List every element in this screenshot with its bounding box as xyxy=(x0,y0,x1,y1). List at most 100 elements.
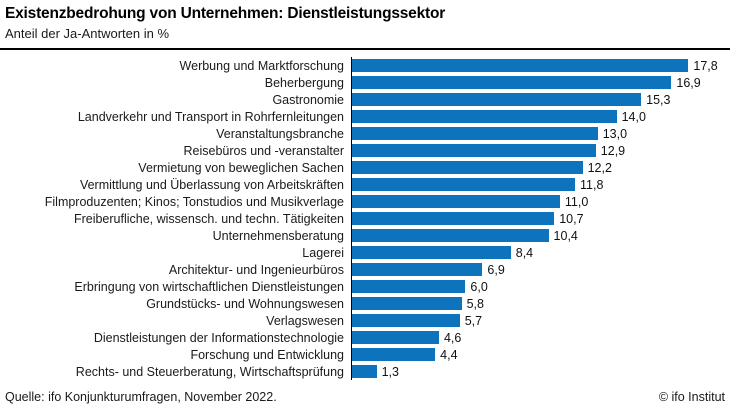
bar-row: Freiberufliche, wissensch. und techn. Tä… xyxy=(0,210,730,227)
value-label: 11,8 xyxy=(580,177,604,192)
value-label: 6,0 xyxy=(470,279,488,294)
bar xyxy=(352,229,549,242)
category-label: Gastronomie xyxy=(272,92,344,107)
bar xyxy=(352,161,583,174)
bar-row: Vermietung von beweglichen Sachen 12,2 xyxy=(0,159,730,176)
bar xyxy=(352,280,466,293)
plot-area: 16,9 xyxy=(351,74,730,91)
bar-row: Gastronomie 15,3 xyxy=(0,91,730,108)
bar-row: Unternehmensberatung 10,4 xyxy=(0,227,730,244)
value-label: 15,3 xyxy=(646,92,671,107)
bar-row: Grundstücks- und Wohnungswesen 5,8 xyxy=(0,295,730,312)
category-label: Unternehmensberatung xyxy=(212,228,344,243)
plot-area: 17,8 xyxy=(351,57,730,74)
plot-area: 12,9 xyxy=(351,142,730,159)
bar-row: Erbringung von wirtschaftlichen Dienstle… xyxy=(0,278,730,295)
bar-row: Filmproduzenten; Kinos; Tonstudios und M… xyxy=(0,193,730,210)
value-label: 10,4 xyxy=(553,228,578,243)
bar-row: Forschung und Entwicklung 4,4 xyxy=(0,346,730,363)
bar-row: Werbung und Marktforschung 17,8 xyxy=(0,57,730,74)
bar xyxy=(352,365,377,378)
bar xyxy=(352,246,511,259)
chart-header: Existenzbedrohung von Unternehmen: Diens… xyxy=(0,0,730,42)
bar xyxy=(352,144,596,157)
category-label: Rechts- und Steuerberatung, Wirtschaftsp… xyxy=(75,364,344,379)
bar xyxy=(352,314,460,327)
bar xyxy=(352,263,483,276)
plot-area: 12,2 xyxy=(351,159,730,176)
value-label: 8,4 xyxy=(515,245,534,260)
bar-row: Rechts- und Steuerberatung, Wirtschaftsp… xyxy=(0,363,730,380)
plot-area: 13,0 xyxy=(351,125,730,142)
value-label: 5,7 xyxy=(464,313,483,328)
plot-area: 5,7 xyxy=(351,312,730,329)
value-label: 13,0 xyxy=(602,126,628,141)
category-label: Reisebüros und -veranstalter xyxy=(183,143,345,158)
value-label: 6,9 xyxy=(487,262,505,277)
category-label: Forschung und Entwicklung xyxy=(190,347,344,362)
bar xyxy=(352,331,439,344)
category-label: Vermietung von beweglichen Sachen xyxy=(138,160,344,175)
plot-area: 4,6 xyxy=(351,329,730,346)
category-label: Grundstücks- und Wohnungswesen xyxy=(146,296,344,311)
plot-area: 1,3 xyxy=(351,363,730,380)
bar-row: Landverkehr und Transport in Rohrfernlei… xyxy=(0,108,730,125)
plot-area: 11,8 xyxy=(351,176,730,193)
bar-row: Veranstaltungsbranche 13,0 xyxy=(0,125,730,142)
value-label: 12,9 xyxy=(600,143,626,158)
plot-area: 8,4 xyxy=(351,244,730,261)
source-note: Quelle: ifo Konjunkturumfragen, November… xyxy=(5,390,277,404)
value-label: 11,0 xyxy=(564,194,589,209)
chart-subtitle: Anteil der Ja-Antworten in % xyxy=(5,26,170,41)
value-label: 10,7 xyxy=(559,211,584,226)
plot-area: 15,3 xyxy=(351,91,730,108)
plot-area: 6,0 xyxy=(351,278,730,295)
bar-row: Verlagswesen 5,7 xyxy=(0,312,730,329)
bar-row: Reisebüros und -veranstalter 12,9 xyxy=(0,142,730,159)
category-label: Lagerei xyxy=(302,245,344,260)
plot-area: 5,8 xyxy=(351,295,730,312)
value-label: 14,0 xyxy=(621,109,646,124)
chart-footer: Quelle: ifo Konjunkturumfragen, November… xyxy=(0,390,730,404)
plot-area: 14,0 xyxy=(351,108,730,125)
bar-row: Architektur- und Ingenieurbüros 6,9 xyxy=(0,261,730,278)
header-divider-rule xyxy=(0,48,730,50)
category-label: Landverkehr und Transport in Rohrfernlei… xyxy=(77,109,344,124)
horizontal-bar-chart: Werbung und Marktforschung 17,8 Beherbergu… xyxy=(0,57,730,380)
category-label: Erbringung von wirtschaftlichen Dienstle… xyxy=(74,279,344,294)
bar xyxy=(352,178,576,191)
bar xyxy=(352,348,436,361)
bar-row: Vermittlung und Überlassung von Arbeitsk… xyxy=(0,176,730,193)
bar-row: Beherbergung 16,9 xyxy=(0,74,730,91)
copyright-note: © ifo Institut xyxy=(658,390,725,404)
value-label: 17,8 xyxy=(693,58,718,73)
category-label: Dienstleistungen der Informationstechnol… xyxy=(93,330,344,345)
value-label: 4,6 xyxy=(443,330,462,345)
value-label: 5,8 xyxy=(466,296,484,311)
value-label: 1,3 xyxy=(381,364,399,379)
value-label: 4,4 xyxy=(440,347,458,362)
bar xyxy=(352,297,462,310)
category-label: Filmproduzenten; Kinos; Tonstudios und M… xyxy=(44,194,344,209)
plot-area: 11,0 xyxy=(351,193,730,210)
bar xyxy=(352,76,672,89)
bar xyxy=(352,59,689,72)
plot-area: 4,4 xyxy=(351,346,730,363)
category-label: Veranstaltungsbranche xyxy=(216,126,344,141)
plot-area: 6,9 xyxy=(351,261,730,278)
value-label: 16,9 xyxy=(676,75,701,90)
bar-row: Dienstleistungen der Informationstechnol… xyxy=(0,329,730,346)
chart-title: Existenzbedrohung von Unternehmen: Diens… xyxy=(5,5,446,22)
category-label: Beherbergung xyxy=(264,75,344,90)
bar-row: Lagerei 8,4 xyxy=(0,244,730,261)
bar xyxy=(352,110,617,123)
bar xyxy=(352,212,555,225)
plot-area: 10,7 xyxy=(351,210,730,227)
category-label: Werbung und Marktforschung xyxy=(179,58,344,73)
category-label: Architektur- und Ingenieurbüros xyxy=(168,262,344,277)
category-label: Verlagswesen xyxy=(266,313,344,328)
plot-area: 10,4 xyxy=(351,227,730,244)
value-label: 12,2 xyxy=(587,160,612,175)
category-label: Vermittlung und Überlassung von Arbeitsk… xyxy=(79,177,344,192)
